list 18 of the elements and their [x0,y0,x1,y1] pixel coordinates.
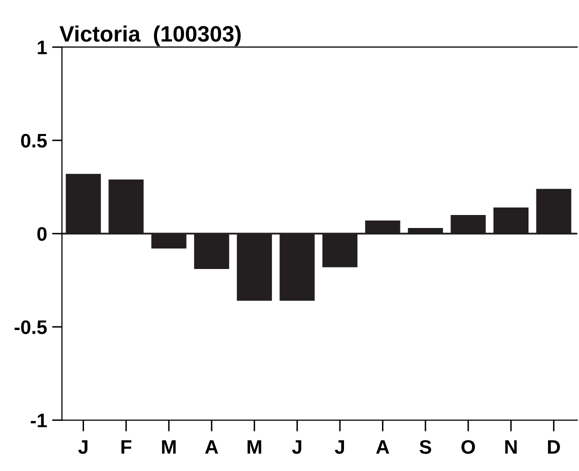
x-tick-label: O [461,440,475,454]
y-tick-label: 0.5 [21,134,47,148]
x-tick-label: S [420,440,432,454]
x-tick-label: J [334,440,344,454]
x-tick-label: M [162,440,176,454]
y-tick-label: -0.5 [14,320,47,334]
y-tick-label: 1 [38,40,47,54]
x-tick-label: N [505,440,517,454]
x-tick-label: A [205,440,218,454]
y-tick-label: -1 [30,414,47,428]
x-tick-label: J [292,440,302,454]
chart-title: Victoria (100303) [60,25,241,46]
y-tick-label: 0 [37,227,47,241]
x-tick-label: M [248,440,262,454]
x-tick-label: J [78,440,88,454]
x-tick-label: A [376,440,390,454]
x-tick-label: F [121,440,132,454]
x-tick-label: D [548,440,560,454]
